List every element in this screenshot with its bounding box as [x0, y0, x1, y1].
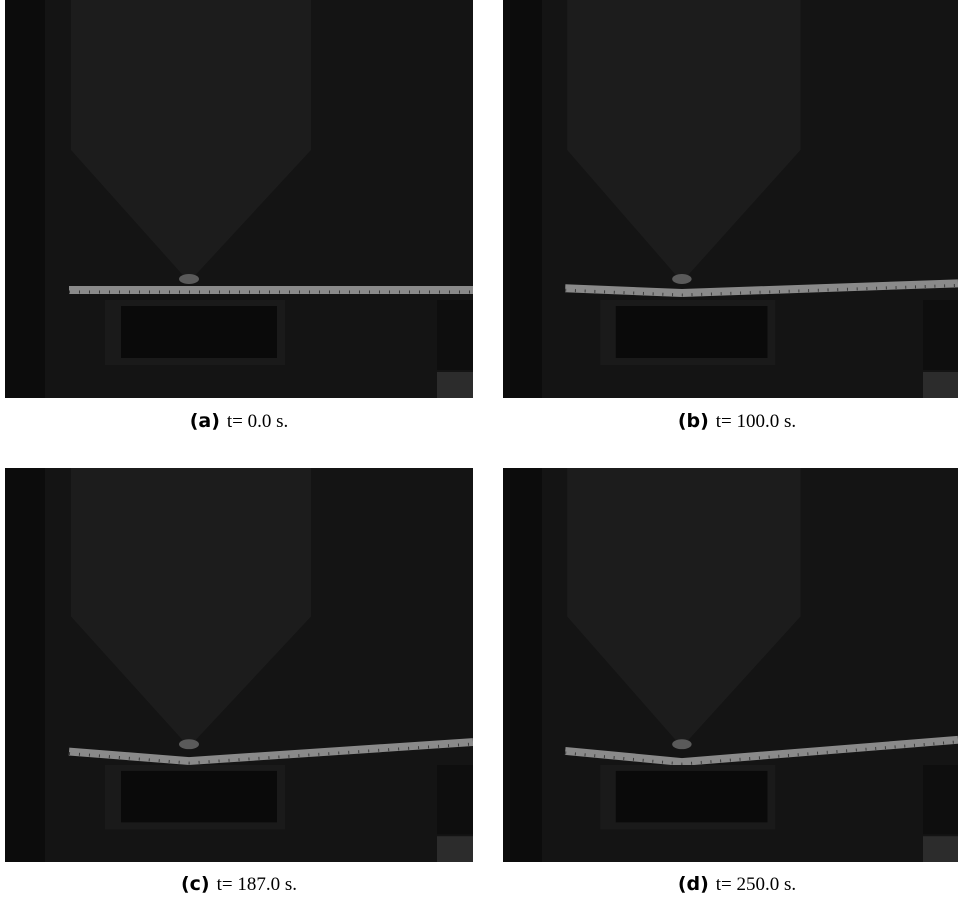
left-shadow	[5, 468, 45, 862]
indenter-tip	[179, 739, 199, 749]
fixture-slot	[616, 306, 768, 358]
panel-label: (c)	[181, 873, 210, 895]
fixture-slot	[121, 306, 277, 358]
caption: (d) t= 250.0 s.	[503, 873, 958, 896]
left-shadow	[503, 468, 542, 862]
floor	[437, 372, 473, 398]
panel-label: (d)	[678, 873, 709, 895]
photo	[503, 0, 958, 398]
indenter-tip	[672, 274, 691, 284]
caption: (c) t= 187.0 s.	[5, 873, 473, 896]
support	[437, 765, 473, 834]
floor	[923, 836, 958, 862]
fixture-slot	[616, 771, 768, 822]
figure: (a) t= 0.0 s. (b) t= 100.0 s. (c) t= 187.0 s.…	[0, 0, 958, 905]
indenter-tip	[672, 739, 691, 749]
floor	[923, 372, 958, 398]
floor	[437, 836, 473, 862]
caption-text: t= 250.0 s.	[716, 874, 796, 895]
caption-text: t= 100.0 s.	[716, 411, 796, 432]
caption: (b) t= 100.0 s.	[503, 410, 958, 433]
photo	[5, 468, 473, 862]
fixture-slot	[121, 771, 277, 822]
photo	[503, 468, 958, 862]
left-shadow	[503, 0, 542, 398]
support	[923, 765, 958, 834]
indenter-tip	[179, 274, 199, 284]
panel-label: (a)	[190, 410, 220, 432]
left-shadow	[5, 0, 45, 398]
caption: (a) t= 0.0 s.	[5, 410, 473, 433]
support	[437, 300, 473, 370]
caption-text: t= 0.0 s.	[227, 411, 288, 432]
support	[923, 300, 958, 370]
photo	[5, 0, 473, 398]
caption-text: t= 187.0 s.	[217, 874, 297, 895]
panel-label: (b)	[678, 410, 709, 432]
